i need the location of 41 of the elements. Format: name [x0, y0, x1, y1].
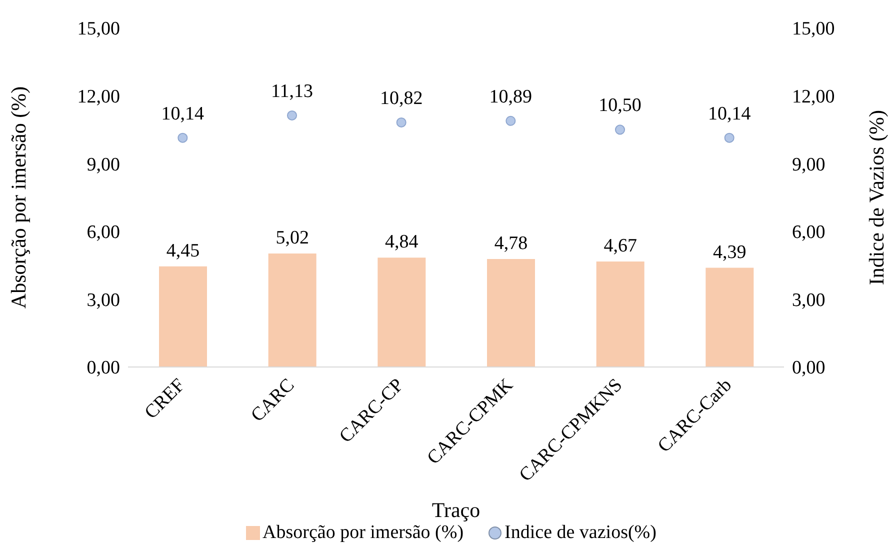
y2-tick-label: 9,00 [792, 154, 826, 176]
data-label: 4,45 [166, 240, 200, 262]
data-label: 10,50 [598, 95, 642, 116]
y2-tick-label: 6,00 [792, 222, 826, 244]
data-label: 4,39 [713, 242, 746, 263]
y-tick-label: 0,00 [86, 358, 120, 379]
bar [596, 261, 644, 367]
y-tick-label: 15,00 [77, 18, 120, 40]
point [286, 110, 298, 120]
data-label: 10,89 [489, 86, 532, 108]
y2-tick-label: 12,00 [792, 86, 835, 108]
y-tick-label: 9,00 [86, 154, 120, 176]
legend-label: Indice de vazios(%) [504, 522, 656, 544]
y-tick-label: 3,00 [86, 290, 120, 311]
data-label: 10,14 [708, 103, 752, 124]
bar [487, 258, 535, 367]
point [506, 116, 516, 126]
bar [378, 258, 426, 367]
y2-tick-label: 15,00 [792, 18, 835, 40]
bar [706, 268, 754, 367]
point [614, 124, 626, 135]
bar [159, 266, 207, 367]
data-label: 4,67 [604, 235, 637, 256]
data-label: 4,84 [385, 232, 419, 253]
data-label: 10,14 [161, 103, 205, 124]
data-label: 11,13 [270, 80, 314, 102]
y-tick-label: 6,00 [86, 222, 120, 244]
point [396, 117, 406, 128]
point [178, 132, 188, 143]
legend-label: Absorção por imersão (%) [262, 522, 464, 544]
data-label: 10,82 [380, 88, 423, 109]
y2-tick-label: 3,00 [792, 290, 826, 311]
bar [268, 254, 316, 367]
data-label: 5,02 [276, 228, 309, 249]
y2-tick-label: 0,00 [792, 358, 826, 379]
x-axis-title: Traço [432, 498, 480, 522]
y2-axis-title: Indice de Vazios (%) [864, 110, 888, 286]
point [724, 132, 734, 143]
data-label: 4,78 [494, 232, 528, 254]
y-tick-label: 12,00 [77, 86, 120, 108]
y-axis-title: Absorção por imersão (%) [6, 86, 30, 309]
